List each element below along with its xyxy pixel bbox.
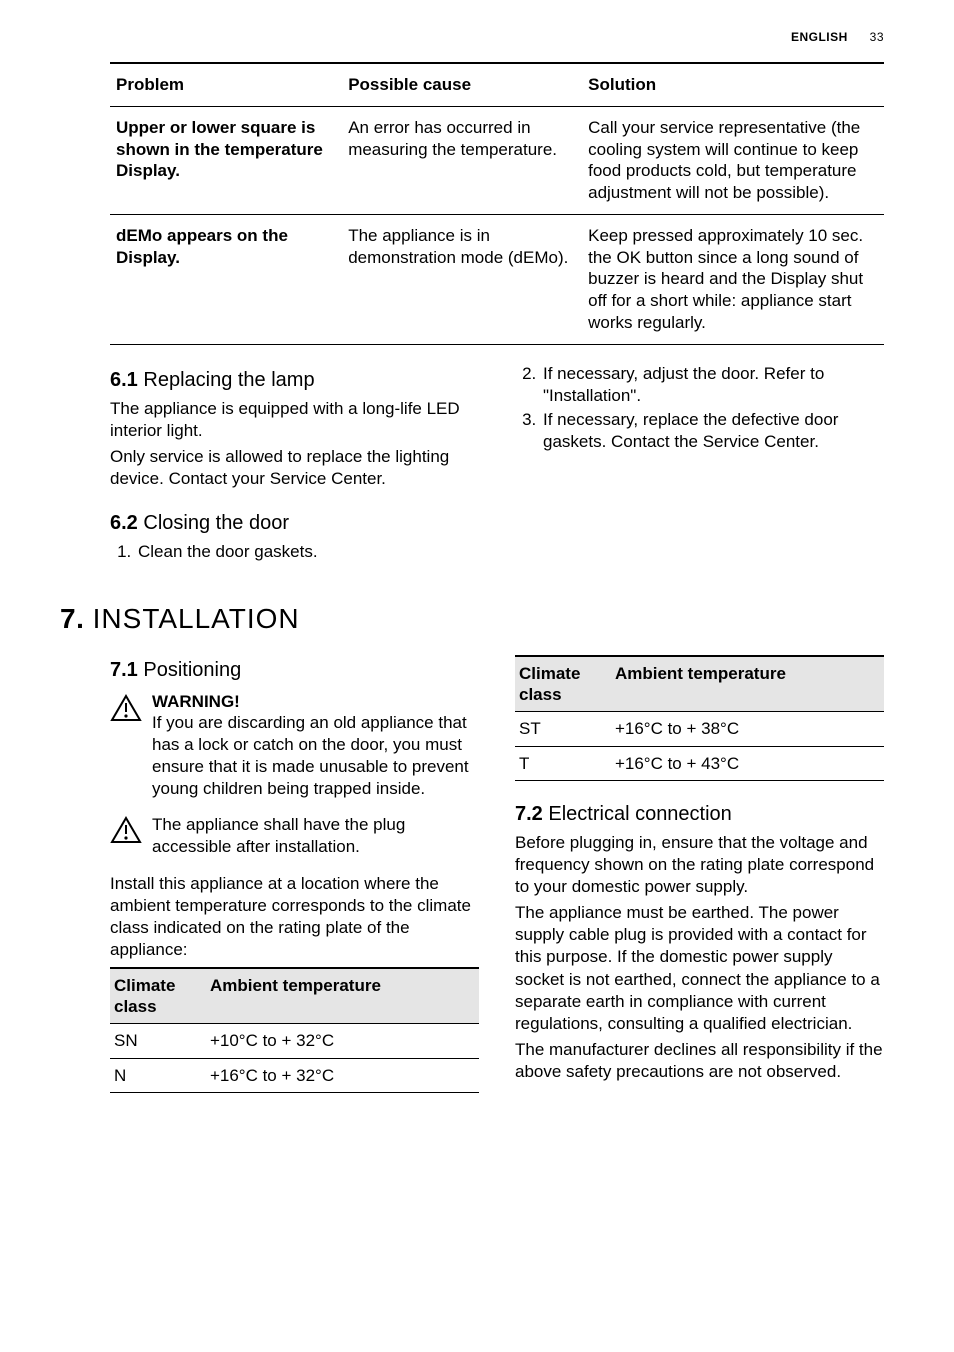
heading-num: 7.1 [110,659,138,681]
warning-icon [110,694,142,727]
heading-7-1: 7.1 Positioning [110,659,479,682]
cell-range: +16°C to + 32°C [206,1058,479,1092]
col-solution: Solution [582,63,884,106]
info-text: The appliance shall have the plug access… [152,814,479,858]
sec61-p2: Only service is allowed to replace the l… [110,446,479,490]
troubleshoot-table: Problem Possible cause Solution Upper or… [110,62,884,345]
step-item: If necessary, replace the defective door… [541,409,884,453]
section-7-cols: 7.1 Positioning WARNING! If you are disc… [110,649,884,1093]
table-row: SN +10°C to + 32°C [110,1024,479,1058]
step-item: Clean the door gaskets. [136,541,479,563]
col-climate-class: Climate class [515,656,611,712]
heading-title: INSTALLATION [93,603,300,634]
heading-7: 7. INSTALLATION [60,603,884,635]
cell-solution: Keep pressed approximately 10 sec. the O… [582,214,884,344]
sec61-p1: The appliance is equipped with a long-li… [110,398,479,442]
heading-num: 7. [60,603,84,634]
table-row: ST +16°C to + 38°C [515,712,884,746]
page: ENGLISH 33 Problem Possible cause Soluti… [0,0,954,1352]
col-problem: Problem [110,63,342,106]
steps-right: If necessary, adjust the door. Refer to … [515,363,884,453]
heading-title: Closing the door [143,512,289,534]
sec72-p3: The manufacturer declines all responsibi… [515,1039,884,1083]
heading-title: Positioning [143,659,241,681]
heading-title: Electrical connection [548,803,731,825]
table-row: Upper or lower square is shown in the te… [110,106,884,214]
table-row: dEMo appears on the Display. The applian… [110,214,884,344]
cell-range: +10°C to + 32°C [206,1024,479,1058]
cell-class: N [110,1058,206,1092]
heading-num: 7.2 [515,803,543,825]
cell-range: +16°C to + 38°C [611,712,884,746]
col-right: If necessary, adjust the door. Refer to … [515,359,884,565]
heading-title: Replacing the lamp [143,369,314,391]
heading-num: 6.1 [110,369,138,391]
table-row: N +16°C to + 32°C [110,1058,479,1092]
step-text: If necessary, replace the defective door… [543,410,838,451]
col-left: 7.1 Positioning WARNING! If you are disc… [110,649,479,1093]
col-left: 6.1 Replacing the lamp The appliance is … [110,359,479,565]
note-body: WARNING! If you are discarding an old ap… [152,692,479,800]
section-6-cols: 6.1 Replacing the lamp The appliance is … [110,359,884,565]
step-item: If necessary, adjust the door. Refer to … [541,363,884,407]
col-climate-class: Climate class [110,968,206,1024]
cell-problem: Upper or lower square is shown in the te… [110,106,342,214]
cell-problem: dEMo appears on the Display. [110,214,342,344]
info-note: The appliance shall have the plug access… [110,814,479,858]
page-header: ENGLISH 33 [110,30,884,44]
cell-range: +16°C to + 43°C [611,746,884,780]
climate-table-right: Climate class Ambient temperature ST +16… [515,655,884,781]
warning-text: If you are discarding an old appliance t… [152,712,479,800]
header-lang: ENGLISH [791,30,848,44]
cell-class: SN [110,1024,206,1058]
heading-6-1: 6.1 Replacing the lamp [110,369,479,392]
heading-num: 6.2 [110,512,138,534]
step-text: If necessary, adjust the door. Refer to … [543,364,824,405]
cell-solution: Call your service representative (the co… [582,106,884,214]
col-right: Climate class Ambient temperature ST +16… [515,649,884,1093]
col-cause: Possible cause [342,63,582,106]
cell-cause: The appliance is in demonstration mode (… [342,214,582,344]
table-row: T +16°C to + 43°C [515,746,884,780]
cell-cause: An error has occurred in measuring the t… [342,106,582,214]
sec72-p1: Before plugging in, ensure that the volt… [515,832,884,898]
warning-icon [110,816,142,849]
install-text: Install this appliance at a location whe… [110,873,479,961]
header-page-number: 33 [870,30,884,44]
climate-table-left: Climate class Ambient temperature SN +10… [110,967,479,1093]
warning-note: WARNING! If you are discarding an old ap… [110,692,479,800]
col-ambient-temp: Ambient temperature [611,656,884,712]
sec72-p2: The appliance must be earthed. The power… [515,902,884,1035]
cell-class: T [515,746,611,780]
cell-class: ST [515,712,611,746]
steps-left: Clean the door gaskets. [110,541,479,563]
heading-7-2: 7.2 Electrical connection [515,803,884,826]
col-ambient-temp: Ambient temperature [206,968,479,1024]
step-text: Clean the door gaskets. [138,542,318,561]
heading-6-2: 6.2 Closing the door [110,512,479,535]
warning-title: WARNING! [152,692,479,712]
